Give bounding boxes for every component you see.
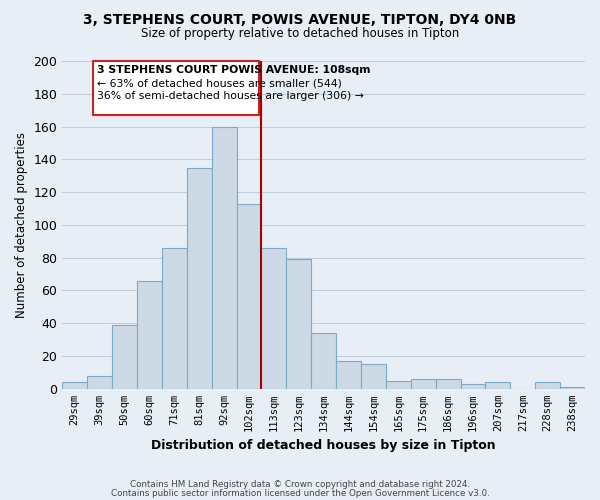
Text: 36% of semi-detached houses are larger (306) →: 36% of semi-detached houses are larger (… (97, 92, 364, 102)
Bar (436, 379, 461, 389)
Bar (62, 382, 87, 389)
Text: Size of property relative to detached houses in Tipton: Size of property relative to detached ho… (141, 28, 459, 40)
Text: 3, STEPHENS COURT, POWIS AVENUE, TIPTON, DY4 0NB: 3, STEPHENS COURT, POWIS AVENUE, TIPTON,… (83, 12, 517, 26)
Bar (187, 168, 212, 389)
Bar (336, 361, 361, 389)
Bar (485, 382, 511, 389)
X-axis label: Distribution of detached houses by size in Tipton: Distribution of detached houses by size … (151, 440, 496, 452)
Bar (212, 126, 236, 389)
Bar (311, 333, 336, 389)
Bar (560, 387, 585, 389)
Bar (461, 384, 485, 389)
Bar (535, 382, 560, 389)
Y-axis label: Number of detached properties: Number of detached properties (15, 132, 28, 318)
Text: Contains HM Land Registry data © Crown copyright and database right 2024.: Contains HM Land Registry data © Crown c… (130, 480, 470, 489)
Text: Contains public sector information licensed under the Open Government Licence v3: Contains public sector information licen… (110, 489, 490, 498)
Bar (286, 260, 311, 389)
Bar (137, 280, 162, 389)
Text: 3 STEPHENS COURT POWIS AVENUE: 108sqm: 3 STEPHENS COURT POWIS AVENUE: 108sqm (97, 65, 371, 75)
Bar (386, 380, 411, 389)
Bar (112, 325, 137, 389)
Bar (162, 248, 187, 389)
Bar (361, 364, 386, 389)
Bar (411, 379, 436, 389)
Bar (87, 376, 112, 389)
Text: ← 63% of detached houses are smaller (544): ← 63% of detached houses are smaller (54… (97, 78, 342, 88)
Bar (236, 204, 262, 389)
FancyBboxPatch shape (94, 61, 259, 115)
Bar (262, 248, 286, 389)
